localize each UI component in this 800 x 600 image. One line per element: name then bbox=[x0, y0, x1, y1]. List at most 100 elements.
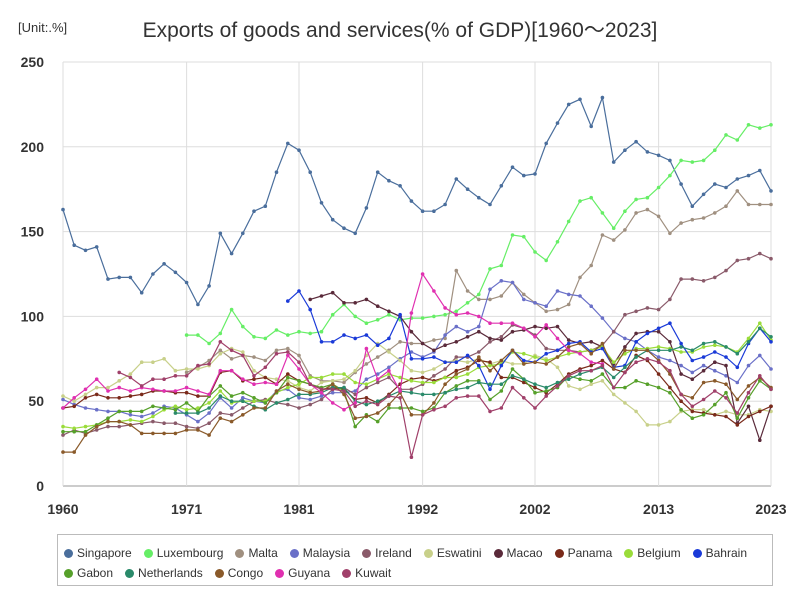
legend-item[interactable]: Netherlands bbox=[125, 566, 203, 580]
data-point bbox=[566, 345, 571, 349]
data-point bbox=[432, 407, 436, 412]
data-point bbox=[72, 243, 76, 247]
data-point bbox=[690, 396, 695, 400]
data-point bbox=[94, 377, 99, 382]
legend-item[interactable]: Kuwait bbox=[342, 566, 391, 580]
data-point bbox=[398, 340, 402, 344]
data-point bbox=[420, 209, 425, 213]
legend-item[interactable]: Ireland bbox=[362, 546, 412, 560]
data-point bbox=[229, 413, 234, 417]
data-point bbox=[353, 389, 358, 393]
data-point bbox=[196, 411, 200, 415]
x-tick-label: 2002 bbox=[519, 501, 550, 517]
data-point bbox=[319, 340, 324, 344]
legend-swatch bbox=[362, 548, 372, 558]
data-point bbox=[375, 170, 380, 174]
legend-item[interactable]: Panama bbox=[554, 546, 612, 560]
data-point bbox=[713, 379, 717, 383]
data-point bbox=[544, 351, 548, 356]
data-point bbox=[522, 234, 526, 239]
data-point bbox=[308, 402, 313, 407]
data-point bbox=[218, 351, 223, 356]
data-point bbox=[544, 323, 548, 327]
data-point bbox=[286, 346, 290, 351]
legend-item[interactable]: Guyana bbox=[275, 566, 330, 580]
legend-item[interactable]: Belgium bbox=[624, 546, 681, 560]
data-point bbox=[735, 351, 740, 356]
data-point bbox=[139, 409, 144, 414]
data-point bbox=[106, 277, 110, 281]
data-point bbox=[488, 321, 492, 326]
data-point bbox=[364, 206, 369, 210]
legend-label: Malaysia bbox=[302, 546, 351, 560]
legend-item[interactable]: Malaysia bbox=[289, 546, 351, 560]
data-point bbox=[499, 263, 504, 268]
data-point bbox=[117, 419, 121, 424]
series-line bbox=[62, 252, 772, 436]
data-point bbox=[375, 419, 380, 424]
data-point bbox=[634, 355, 638, 359]
legend-item[interactable]: Congo bbox=[214, 566, 263, 580]
data-point bbox=[488, 387, 492, 392]
data-point bbox=[566, 384, 571, 388]
data-point bbox=[297, 392, 301, 397]
data-point bbox=[252, 377, 256, 382]
data-point bbox=[432, 348, 436, 353]
data-point bbox=[623, 370, 627, 375]
data-point bbox=[623, 385, 627, 390]
legend-item[interactable]: Bahrain bbox=[692, 546, 747, 560]
legend-item[interactable]: Macao bbox=[493, 546, 543, 560]
legend-item[interactable]: Gabon bbox=[64, 566, 113, 580]
data-point bbox=[409, 368, 414, 373]
data-point bbox=[589, 360, 593, 365]
data-point bbox=[353, 392, 358, 397]
line-chart: 0 50 100 150 200 250 1960 1971 1981 1992 2002 2013… bbox=[21, 54, 787, 517]
data-point bbox=[566, 102, 571, 107]
y-tick-label: 150 bbox=[21, 224, 45, 240]
series-guyana bbox=[61, 272, 605, 412]
data-point bbox=[758, 353, 762, 358]
data-point bbox=[555, 355, 560, 359]
data-point bbox=[454, 324, 459, 329]
data-point bbox=[263, 375, 268, 380]
data-point bbox=[151, 272, 155, 276]
data-point bbox=[533, 360, 537, 365]
data-point bbox=[420, 341, 425, 346]
data-point bbox=[61, 433, 65, 437]
data-point bbox=[690, 404, 695, 409]
data-point bbox=[398, 184, 402, 188]
data-point bbox=[724, 390, 728, 395]
data-point bbox=[286, 402, 290, 407]
data-point bbox=[735, 380, 740, 385]
series-singapore bbox=[61, 95, 773, 307]
data-point bbox=[668, 368, 672, 373]
data-point bbox=[443, 367, 447, 371]
data-point bbox=[420, 413, 425, 417]
data-point bbox=[83, 424, 88, 429]
data-point bbox=[499, 389, 504, 393]
data-point bbox=[297, 382, 301, 387]
data-point bbox=[769, 189, 773, 193]
legend-item[interactable]: Eswatini bbox=[423, 546, 482, 560]
data-point bbox=[319, 375, 324, 380]
data-point bbox=[701, 380, 706, 385]
legend-item[interactable]: Malta bbox=[235, 546, 278, 560]
legend-item[interactable]: Singapore bbox=[64, 546, 132, 560]
data-point bbox=[758, 126, 762, 130]
data-point bbox=[623, 312, 627, 317]
data-point bbox=[454, 387, 459, 392]
data-point bbox=[668, 231, 672, 236]
data-point bbox=[600, 358, 605, 363]
data-point bbox=[668, 173, 672, 178]
data-point bbox=[353, 301, 358, 305]
legend-label: Gabon bbox=[77, 566, 114, 580]
data-point bbox=[510, 165, 515, 169]
data-point bbox=[623, 348, 627, 353]
data-point bbox=[679, 345, 683, 349]
data-point bbox=[229, 406, 234, 410]
legend-item[interactable]: Luxembourg bbox=[143, 546, 223, 560]
data-point bbox=[600, 233, 605, 237]
data-point bbox=[578, 387, 582, 392]
data-point bbox=[488, 368, 492, 373]
data-point bbox=[713, 413, 717, 417]
